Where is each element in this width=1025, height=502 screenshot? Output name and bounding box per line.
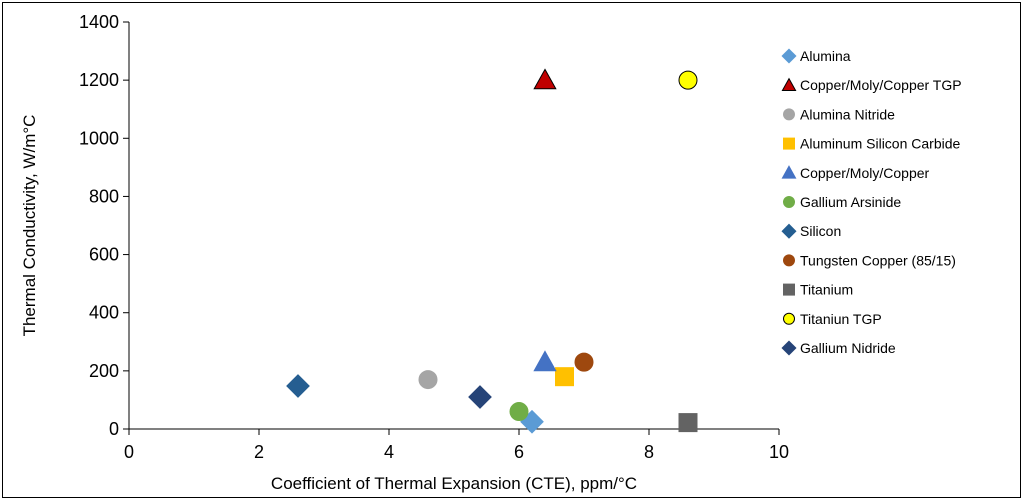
y-tick-label: 0 xyxy=(109,419,119,439)
legend-label-alumina: Alumina xyxy=(800,48,851,64)
x-tick-label: 10 xyxy=(769,442,789,462)
data-point-copper-moly-copper xyxy=(533,350,557,372)
legend-label-aluminum-silicon-carbide: Aluminum Silicon Carbide xyxy=(800,136,961,152)
legend-marker-tungsten-copper-85-15 xyxy=(783,254,795,267)
legend-label-tungsten-copper-85-15: Tungsten Copper (85/15) xyxy=(800,252,956,268)
legend-marker-silicon xyxy=(781,223,797,239)
legend-label-gallium-arsinide: Gallium Arsinide xyxy=(800,194,901,210)
legend-label-silicon: Silicon xyxy=(800,223,841,239)
legend-marker-copper-moly-copper-tgp xyxy=(781,77,797,91)
x-tick-label: 6 xyxy=(514,442,524,462)
x-tick-label: 8 xyxy=(644,442,654,462)
legend-label-copper-moly-copper-tgp: Copper/Moly/Copper TGP xyxy=(800,77,962,93)
y-tick-label: 400 xyxy=(89,303,119,323)
legend-marker-copper-moly-copper xyxy=(781,165,797,179)
legend-marker-alumina xyxy=(781,48,797,64)
y-tick-label: 800 xyxy=(89,186,119,206)
x-tick-label: 4 xyxy=(384,442,394,462)
data-point-gallium-arsinide xyxy=(509,402,529,422)
y-tick-label: 600 xyxy=(89,245,119,265)
legend-label-titaniun-tgp: Titaniun TGP xyxy=(800,311,882,327)
legend-label-copper-moly-copper: Copper/Moly/Copper xyxy=(800,165,930,181)
data-point-silicon xyxy=(286,374,310,398)
x-axis-title: Coefficient of Thermal Expansion (CTE), … xyxy=(271,474,637,493)
y-tick-label: 1000 xyxy=(79,128,119,148)
y-tick-label: 1200 xyxy=(79,70,119,90)
legend-marker-aluminum-silicon-carbide xyxy=(783,137,795,150)
y-tick-label: 1400 xyxy=(79,12,119,32)
legend-label-alumina-nitride: Alumina Nitride xyxy=(800,106,895,122)
data-point-gallium-nidride xyxy=(468,385,492,409)
data-point-titaniun-tgp xyxy=(678,70,698,90)
data-point-alumina-nitride xyxy=(418,370,438,390)
legend-marker-gallium-nidride xyxy=(781,340,797,356)
y-tick-label: 200 xyxy=(89,361,119,381)
legend-marker-alumina-nitride xyxy=(783,108,795,121)
legend-label-gallium-nidride: Gallium Nidride xyxy=(800,340,896,356)
legend-marker-gallium-arsinide xyxy=(783,196,795,208)
scatter-chart: 0 200 400 600 800 1000 1200 1400 0 2 4 6 8 10 Coeffici… xyxy=(20,12,962,493)
data-point-titanium xyxy=(678,413,698,433)
legend-marker-titanium xyxy=(783,283,795,296)
legend-label-titanium: Titanium xyxy=(800,282,853,298)
data-point-tungsten-copper-85-15 xyxy=(574,352,594,372)
legend-marker-titaniun-tgp xyxy=(783,312,795,325)
x-tick-label: 2 xyxy=(254,442,264,462)
data-point-aluminum-silicon-carbide xyxy=(555,367,574,387)
data-point-copper-moly-copper-tgp xyxy=(533,68,557,90)
y-axis-title: Thermal Conductivity, W/m°C xyxy=(20,115,39,337)
x-tick-label: 0 xyxy=(124,442,134,462)
